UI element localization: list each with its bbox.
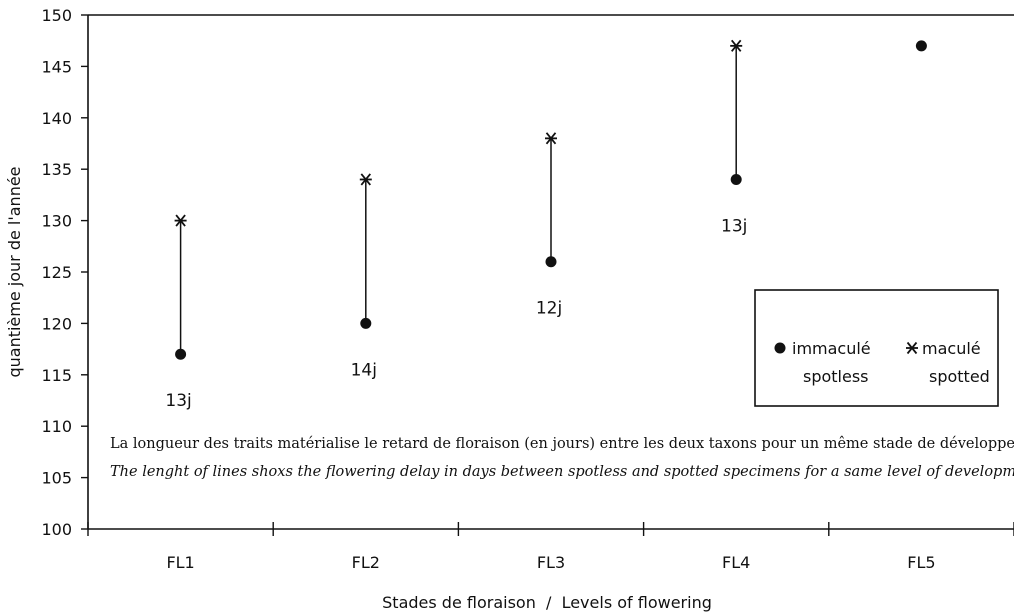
y-tick-labels: 100 105 110 115 120 125 130 135 140 145 150 (41, 6, 72, 539)
delay-labels: 13j 14j 12j 13j (165, 216, 747, 411)
annotation-french: La longueur des traits matérialise le re… (110, 436, 1014, 452)
spotted-point (174, 214, 187, 227)
y-tick-label: 100 (41, 520, 72, 539)
spotless-point (730, 173, 742, 185)
annotation-english: The lenght of lines shoxs the flowering … (110, 464, 1014, 480)
x-tick-label: FL5 (907, 553, 935, 572)
y-tick-label: 120 (41, 314, 72, 333)
x-axis-label: Stades de floraison / Levels of flowerin… (382, 593, 712, 612)
legend: immaculé spotless maculé spotted (754, 289, 999, 407)
delay-lines (179, 45, 737, 355)
y-tick-label: 115 (41, 366, 72, 385)
y-tick-label: 110 (41, 417, 72, 436)
spotted-point (730, 39, 743, 52)
spotted-point (359, 173, 372, 186)
spotless-point (360, 317, 372, 329)
markers (174, 39, 927, 360)
x-tick-label: FL1 (166, 553, 194, 572)
y-tick-label: 150 (41, 6, 72, 25)
y-axis-label: quantième jour de l'année (5, 166, 24, 377)
y-tick-label: 145 (41, 57, 72, 76)
x-tick-label: FL3 (537, 553, 565, 572)
x-tick-labels: FL1 FL2 FL3 FL4 FL5 (166, 553, 935, 572)
y-tick-label: 130 (41, 212, 72, 231)
spotless-point (545, 256, 557, 268)
y-tick-label: 105 (41, 469, 72, 488)
delay-label: 12j (536, 299, 562, 319)
legend-spotless-marker (774, 342, 786, 354)
y-tick-label: 140 (41, 109, 72, 128)
legend-spotless-label-fr: immaculé (792, 339, 871, 358)
legend-spotless-label-en: spotless (803, 367, 869, 386)
spotless-point (175, 348, 187, 360)
y-tick-label: 125 (41, 263, 72, 282)
spotted-point (545, 132, 557, 145)
legend-spotted-label-fr: maculé (922, 339, 981, 358)
x-tick-label: FL2 (352, 553, 380, 572)
legend-spotted-label-en: spotted (929, 367, 990, 386)
y-tick-label: 135 (41, 160, 72, 179)
delay-label: 13j (721, 216, 747, 236)
delay-label: 13j (165, 391, 191, 411)
delay-label: 14j (351, 360, 377, 380)
x-tick-label: FL4 (722, 553, 750, 572)
axes (81, 14, 1014, 536)
legend-spotted-marker (906, 341, 918, 355)
spotless-point (915, 40, 927, 52)
legend-box (754, 289, 999, 407)
